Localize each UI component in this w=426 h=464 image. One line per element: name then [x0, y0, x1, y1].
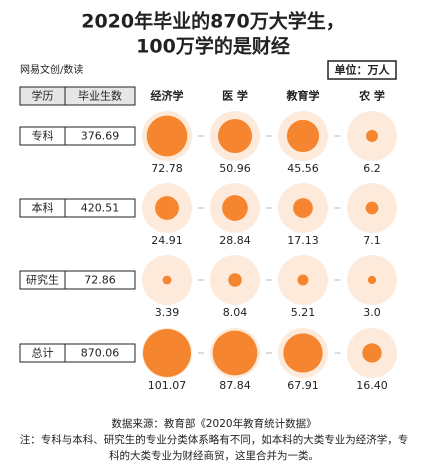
bubble [283, 333, 323, 373]
value-label: 45.56 [287, 162, 319, 175]
row-total-box [64, 198, 136, 218]
row-total-box [64, 270, 136, 290]
row-total: 870.06 [81, 347, 120, 360]
row-total: 376.69 [81, 130, 120, 143]
bubble [362, 343, 382, 363]
bubble [162, 275, 172, 285]
value-label: 72.78 [151, 162, 183, 175]
bubble [286, 119, 320, 153]
bubble [146, 115, 188, 157]
bubble [365, 201, 379, 215]
value-label: 7.1 [363, 234, 381, 247]
total-header: 毕业生数 [78, 89, 122, 103]
bubble [228, 273, 242, 287]
value-label: 87.84 [219, 379, 251, 392]
note: 注：专科与本科、研究生的专业分类体系略有不同，如本科的大类专业为经济学，专科的大… [19, 434, 409, 462]
row-name: 专科 [32, 129, 54, 143]
column-label: 农 学 [358, 89, 385, 103]
value-label: 3.39 [155, 306, 180, 319]
row-header: 学历 [32, 89, 54, 103]
bubble [155, 196, 179, 220]
row-total: 72.86 [84, 274, 116, 287]
value-label: 28.84 [219, 234, 251, 247]
brand: 网易文创/数读 [20, 63, 83, 76]
value-label: 8.04 [223, 306, 248, 319]
value-label: 5.21 [291, 306, 316, 319]
chart-subtitle: 100万学的是财经 [136, 35, 290, 58]
bubble [297, 274, 309, 286]
value-label: 16.40 [356, 379, 388, 392]
unit-label: 单位：万人 [335, 63, 391, 77]
unit-box [327, 60, 397, 80]
bubble [222, 195, 248, 221]
bubble [366, 130, 378, 142]
bubble [217, 118, 253, 154]
row-total-box [64, 343, 136, 363]
row-name: 研究生 [26, 273, 59, 287]
column-label: 教育学 [286, 89, 320, 103]
row-name: 总计 [32, 346, 54, 360]
column-label: 经济学 [151, 89, 184, 103]
bubble [293, 198, 313, 218]
value-label: 6.2 [363, 162, 381, 175]
row-total-box [64, 126, 136, 146]
source: 数据来源：教育部《2020年教育统计数据》 [111, 418, 317, 430]
column-label: 医 学 [222, 89, 248, 103]
bubble [143, 329, 191, 377]
row-name: 本科 [32, 201, 54, 215]
value-label: 24.91 [151, 234, 183, 247]
value-label: 17.13 [287, 234, 319, 247]
value-label: 101.07 [148, 379, 187, 392]
bubble [367, 275, 377, 285]
bubble [212, 330, 258, 376]
chart-title: 2020年毕业的870万大学生， [81, 10, 345, 33]
value-label: 67.91 [287, 379, 319, 392]
footer: 数据来源：教育部《2020年教育统计数据》 注：专科与本科、研究生的专业分类体系… [16, 416, 412, 464]
header-box [64, 86, 136, 106]
value-label: 3.0 [363, 306, 381, 319]
row-total: 420.51 [81, 202, 120, 215]
value-label: 50.96 [219, 162, 251, 175]
